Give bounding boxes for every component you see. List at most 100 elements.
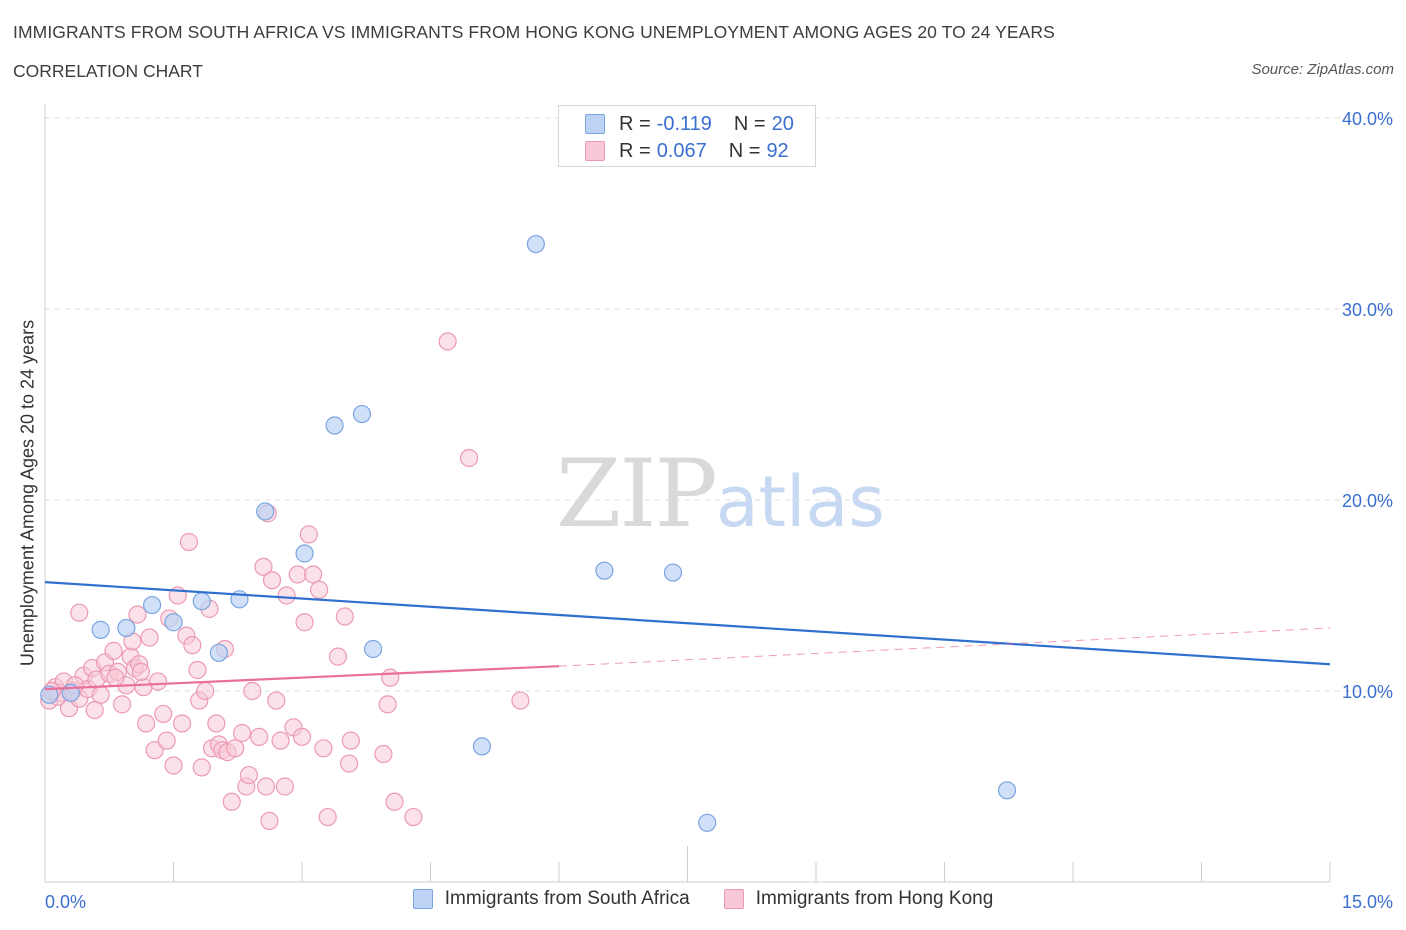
hong-kong-point (239, 765, 258, 785)
n-label: N = (733, 112, 766, 135)
south-africa-swatch (585, 114, 605, 134)
hong-kong-point (179, 532, 199, 552)
legend-label: Immigrants from South Africa (444, 888, 690, 909)
hong-kong-point (164, 756, 183, 775)
hong-kong-point (172, 714, 192, 733)
south-africa-point (472, 737, 491, 756)
south-africa-point (663, 563, 683, 582)
hong-kong-point (104, 641, 123, 660)
hong-kong-point (183, 636, 202, 655)
source-credit: Source: ZipAtlas.com (1251, 61, 1394, 78)
hong-kong-point (140, 628, 159, 647)
south-africa-point (295, 544, 314, 563)
hong-kong-point (292, 727, 312, 746)
hong-kong-point (378, 695, 397, 714)
south-africa-point (142, 595, 162, 615)
n-label: N = (728, 139, 761, 162)
hong-kong-point (438, 332, 457, 351)
hong-kong-point (192, 758, 211, 777)
hong-kong-point (260, 811, 279, 830)
hong-kong-point (314, 739, 333, 758)
series-legend: Immigrants from South Africa Immigrants … (0, 888, 1406, 910)
hong-kong-point (85, 700, 104, 720)
hong-kong-point (340, 754, 359, 773)
hong-kong-point (136, 714, 156, 733)
hong-kong-point (277, 586, 296, 605)
legend-item-south-africa[interactable]: Immigrants from South Africa (412, 888, 690, 910)
hong-kong-trendline (44, 665, 560, 691)
zipatlas-watermark: ZIPatlas (556, 440, 885, 549)
chart-subtitle: CORRELATION CHART (13, 61, 203, 81)
hong-kong-point (207, 714, 226, 733)
hong-kong-point (226, 739, 245, 758)
hong-kong-point (404, 807, 423, 827)
hong-kong-swatch (585, 141, 605, 161)
hong-kong-point (131, 662, 151, 682)
hong-kong-point (243, 681, 262, 701)
south-africa-point (352, 404, 372, 424)
hong-kong-trendline-extension (558, 627, 1331, 667)
legend-row-south-africa: R = -0.119 N = 20 (585, 111, 794, 137)
hong-kong-point (459, 448, 479, 468)
r-label: R = (619, 112, 651, 135)
south-africa-point (256, 502, 275, 521)
south-africa-point (209, 643, 229, 662)
legend-item-hong-kong[interactable]: Immigrants from Hong Kong (723, 888, 994, 910)
y-axis-label: Unemployment Among Ages 20 to 24 years (17, 319, 38, 667)
y-tick-label: 40.0% (1342, 109, 1393, 129)
hong-kong-point (145, 741, 164, 760)
y-tick-label: 30.0% (1342, 300, 1393, 320)
correlation-legend: R = -0.119 N = 20 R = 0.067 N = 92 (558, 105, 816, 167)
hong-kong-point (128, 605, 147, 624)
hong-kong-point (157, 731, 176, 750)
south-africa-point (117, 618, 136, 638)
south-africa-point (91, 620, 110, 639)
hong-kong-point (256, 777, 276, 796)
watermark-zip: ZIP (556, 440, 718, 549)
hong-kong-point (374, 744, 393, 764)
hong-kong-point (91, 685, 110, 704)
south-africa-trendline (44, 581, 1331, 666)
south-africa-point (192, 592, 211, 611)
hong-kong-point (271, 731, 290, 750)
hong-kong-point (288, 565, 307, 584)
south-africa-point (595, 561, 614, 580)
hong-kong-point (304, 565, 323, 584)
hong-kong-point (335, 607, 354, 626)
n-value: 20 (771, 112, 794, 135)
hong-kong-swatch (723, 889, 744, 909)
hong-kong-point (341, 731, 360, 750)
chart-title: IMMIGRANTS FROM SOUTH AFRICA VS IMMIGRAN… (13, 22, 1055, 42)
hong-kong-point (250, 727, 269, 746)
hong-kong-point (310, 580, 329, 599)
hong-kong-point (381, 668, 400, 687)
r-value: 0.067 (656, 139, 707, 162)
south-africa-point (997, 781, 1017, 800)
hong-kong-point (262, 571, 282, 590)
x-tick-label: 0.0% (45, 892, 86, 912)
hong-kong-point (267, 691, 286, 710)
y-tick-label: 10.0% (1342, 682, 1393, 702)
r-value: -0.119 (656, 112, 712, 135)
r-label: R = (619, 139, 651, 162)
x-tick-label: 15.0% (1342, 892, 1393, 912)
hong-kong-point (254, 557, 273, 576)
watermark-atlas: atlas (715, 461, 885, 543)
hong-kong-point (318, 807, 337, 827)
hong-kong-point (112, 695, 132, 714)
hong-kong-point (511, 691, 530, 710)
y-tick-label: 20.0% (1342, 491, 1393, 511)
south-africa-point (325, 416, 344, 435)
hong-kong-point (232, 723, 252, 743)
legend-row-hong-kong: R = 0.067 N = 92 (585, 138, 789, 164)
hong-kong-point (106, 668, 125, 687)
hong-kong-point (70, 603, 89, 622)
hong-kong-point (196, 681, 215, 701)
n-value: 92 (766, 139, 789, 162)
legend-label: Immigrants from Hong Kong (755, 888, 994, 909)
hong-kong-point (148, 672, 168, 691)
hong-kong-point (154, 704, 173, 724)
hong-kong-point (385, 792, 404, 811)
south-africa-swatch (412, 889, 433, 909)
